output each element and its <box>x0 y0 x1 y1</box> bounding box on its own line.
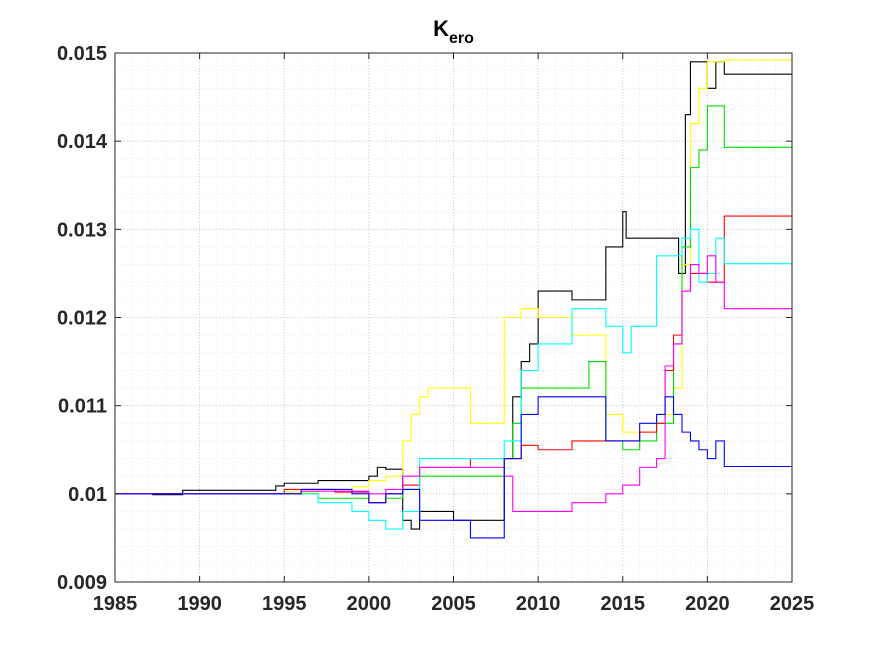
y-tick-label: 0.012 <box>57 308 107 330</box>
series-line-6 <box>115 255 792 513</box>
chart-title-main: K <box>433 16 449 41</box>
chart-title-subscript: ero <box>449 30 474 47</box>
x-tick-label: 2000 <box>347 593 392 615</box>
x-tick-label: 1985 <box>93 593 138 615</box>
y-tick-label: 0.015 <box>57 43 107 65</box>
series-group <box>115 59 792 539</box>
x-tick-label: 1990 <box>177 593 222 615</box>
y-tick-label: 0.011 <box>58 396 107 418</box>
x-tick-label: 2010 <box>516 593 561 615</box>
x-tick-label: 1995 <box>262 593 307 615</box>
chart-title: Kero <box>433 16 474 47</box>
y-tick-label: 0.013 <box>57 219 107 241</box>
series-line-3 <box>115 105 792 504</box>
ticks <box>114 52 793 583</box>
series-line-7 <box>115 396 792 539</box>
x-tick-label: 2015 <box>601 593 646 615</box>
x-tick-label: 2020 <box>685 593 730 615</box>
y-tick-label: 0.01 <box>68 484 107 506</box>
grid <box>114 52 793 583</box>
y-tick-label: 0.009 <box>57 572 107 594</box>
x-tick-label: 2005 <box>431 593 476 615</box>
y-tick-label: 0.014 <box>57 131 108 153</box>
tick-labels: 1985 1990 1995 2000 2005 2010 2015 2020 2025 0.00… <box>57 43 814 615</box>
x-tick-label: 2025 <box>770 593 815 615</box>
